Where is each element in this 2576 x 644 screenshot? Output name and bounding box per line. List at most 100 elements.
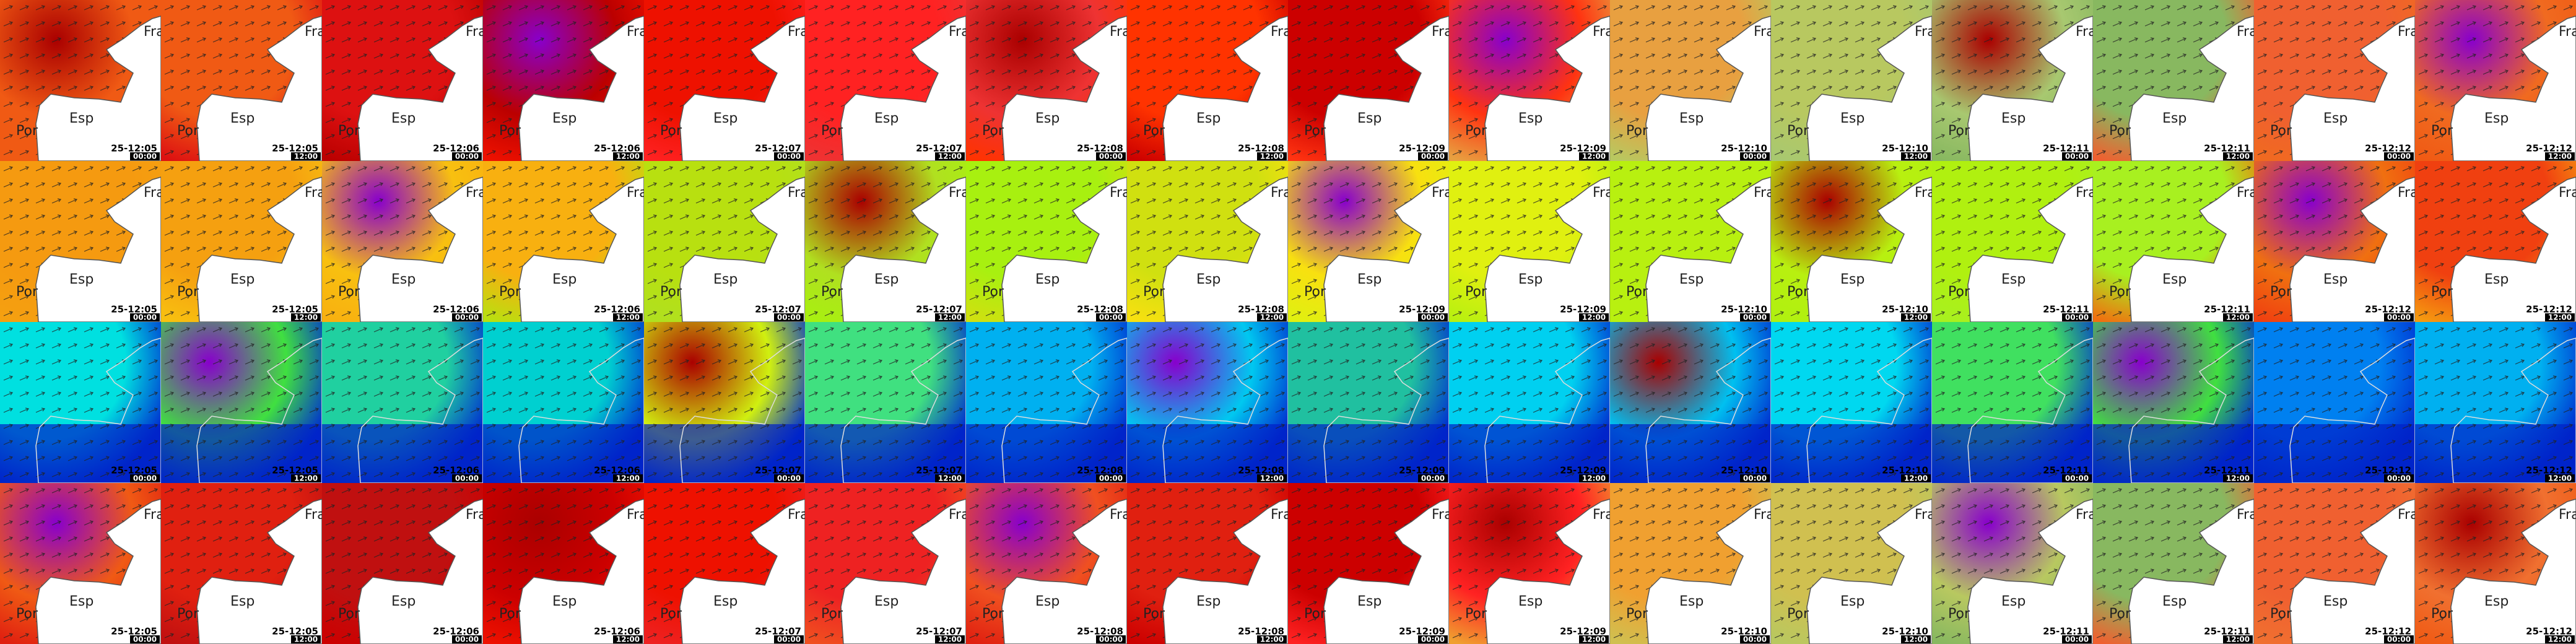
place-label: Fra	[1110, 507, 1131, 523]
time-box	[774, 474, 804, 482]
land	[1323, 176, 1450, 323]
date-label: 25-12:06	[433, 304, 479, 315]
place-label: Fra	[1432, 185, 1453, 201]
time-box	[2545, 152, 2575, 160]
place-label: Fra	[144, 185, 165, 201]
time-box	[1579, 313, 1609, 321]
time-box	[2384, 474, 2414, 482]
time-label: 12:00	[2226, 313, 2250, 322]
place-label: Fra	[1271, 507, 1292, 523]
time-box	[1740, 152, 1770, 160]
time-label: 00:00	[1743, 152, 1767, 161]
land	[1645, 15, 1772, 162]
time-box	[2062, 313, 2092, 321]
time-label: 00:00	[1099, 474, 1123, 483]
time-label: 00:00	[1099, 152, 1123, 161]
place-label: Por	[1787, 123, 1809, 139]
place-label: Fra	[949, 185, 970, 201]
land	[2289, 176, 2416, 323]
time-box	[1257, 313, 1287, 321]
time-label: 00:00	[2065, 635, 2089, 644]
place-label: Fra	[1110, 24, 1131, 40]
date-label: 25-12:06	[594, 626, 640, 637]
land	[1806, 337, 1933, 484]
time-label: 00:00	[1743, 474, 1767, 483]
place-label: Por	[1626, 284, 1648, 300]
land	[2450, 498, 2576, 644]
date-label: 25-12:07	[755, 143, 801, 154]
place-label: Por	[499, 123, 521, 139]
place-label: Por	[338, 606, 360, 622]
land	[518, 15, 645, 162]
date-label: 25-12:09	[1560, 143, 1606, 154]
place-label: Esp	[1035, 594, 1060, 609]
time-box	[613, 474, 643, 482]
time-box	[291, 474, 321, 482]
land	[840, 15, 967, 162]
place-label: Esp	[713, 272, 738, 287]
place-label: Por	[16, 123, 38, 139]
date-label: 25-12:11	[2204, 465, 2250, 476]
time-box	[130, 313, 160, 321]
place-label: Por	[1787, 284, 1809, 300]
place-label: Esp	[2162, 111, 2187, 126]
date-label: 25-12:08	[1077, 143, 1123, 154]
place-label: Fra	[1915, 507, 1936, 523]
land	[196, 337, 323, 484]
wind-arrows	[805, 322, 966, 483]
date-label: 25-12:05	[272, 304, 318, 315]
time-label: 12:00	[294, 313, 318, 322]
place-label: Por	[1948, 284, 1970, 300]
time-label: 00:00	[1421, 635, 1445, 644]
time-label: 00:00	[133, 635, 157, 644]
place-label: Por	[499, 606, 521, 622]
place-label: Por	[1143, 284, 1165, 300]
land	[518, 337, 645, 484]
time-label: 12:00	[294, 152, 318, 161]
place-label: Fra	[305, 507, 326, 523]
place-label: Fra	[2076, 185, 2097, 201]
place-label: Esp	[874, 272, 899, 287]
land	[1967, 337, 2094, 484]
time-label: 00:00	[1099, 313, 1123, 322]
date-label: 25-12:08	[1077, 626, 1123, 637]
date-label: 25-12:11	[2204, 626, 2250, 637]
place-label: Fra	[466, 185, 487, 201]
place-label: Fra	[788, 507, 809, 523]
time-label: 00:00	[1421, 474, 1445, 483]
place-label: Esp	[874, 594, 899, 609]
wind-arrows	[161, 322, 322, 483]
place-label: Fra	[144, 24, 165, 40]
date-label: 25-12:10	[1882, 304, 1928, 315]
date-label: 25-12:07	[755, 465, 801, 476]
date-label: 25-12:12	[2526, 304, 2572, 315]
time-label: 12:00	[2548, 474, 2572, 483]
place-label: Fra	[949, 507, 970, 523]
time-label: 12:00	[1260, 313, 1284, 322]
place-label: Fra	[144, 507, 165, 523]
time-label: 12:00	[2226, 152, 2250, 161]
time-label: 00:00	[2065, 313, 2089, 322]
date-label: 25-12:10	[1882, 465, 1928, 476]
time-box	[2545, 474, 2575, 482]
place-label: Esp	[1196, 272, 1221, 287]
place-label: Por	[821, 284, 843, 300]
place-label: Por	[1304, 606, 1326, 622]
date-label: 25-12:07	[916, 465, 962, 476]
wind-arrows	[1288, 322, 1449, 483]
place-label: Por	[2109, 284, 2131, 300]
time-label: 12:00	[1582, 313, 1606, 322]
place-label: Por	[1626, 123, 1648, 139]
date-label: 25-12:09	[1560, 465, 1606, 476]
land	[2450, 176, 2576, 323]
wind-arrows	[483, 322, 644, 483]
place-label: Fra	[2398, 24, 2419, 40]
